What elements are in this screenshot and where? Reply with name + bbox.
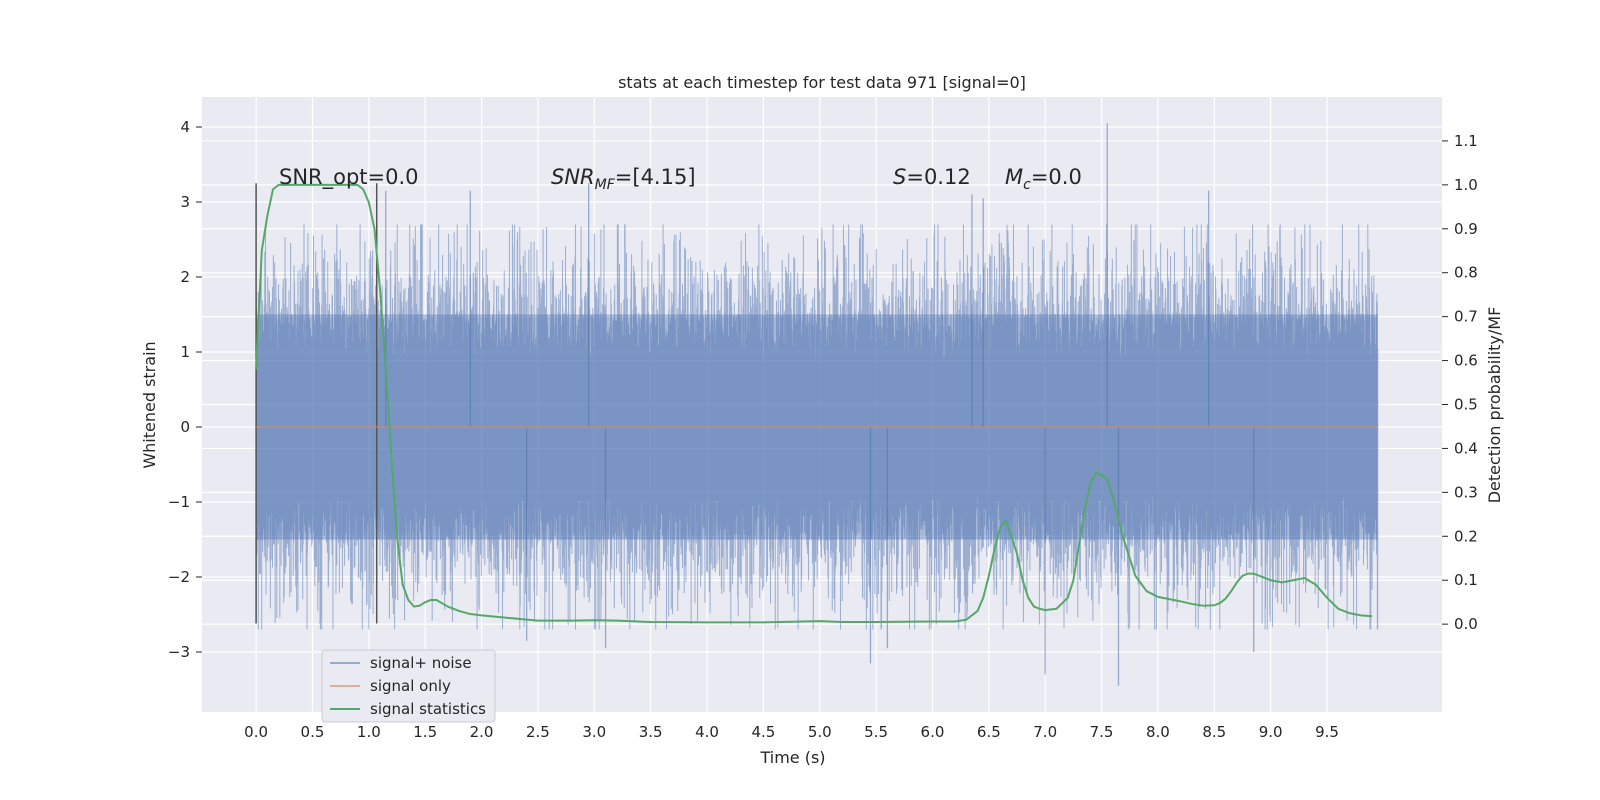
y2-tick-label: 0.2 <box>1454 527 1478 545</box>
y2-tick-label: 0.0 <box>1454 615 1478 633</box>
y2-tick-label: 0.7 <box>1454 308 1478 326</box>
x-tick-label: 0.0 <box>244 723 268 741</box>
legend: signal+ noise signal only signal statist… <box>321 649 496 723</box>
legend-label-signal-noise: signal+ noise <box>370 654 472 672</box>
x-tick-label: 5.5 <box>864 723 888 741</box>
y2-tick-label: 0.3 <box>1454 483 1478 501</box>
y2-tick-label: 0.9 <box>1454 220 1478 238</box>
x-tick-label: 1.0 <box>357 723 381 741</box>
y2-axis-label: Detection probability/MF <box>1485 307 1504 504</box>
x-tick-label: 0.5 <box>301 723 325 741</box>
x-tick-label: 3.5 <box>639 723 663 741</box>
y2-tick-label: 0.6 <box>1454 352 1478 370</box>
annotation-s-label: S <box>893 165 906 189</box>
x-tick-label: 6.5 <box>977 723 1001 741</box>
legend-box <box>321 649 496 723</box>
annotation-mc-value: =0.0 <box>1031 165 1082 189</box>
annotation-mc-base: M <box>1005 165 1023 189</box>
x-tick-label: 5.0 <box>808 723 832 741</box>
y2-tick-label: 0.5 <box>1454 396 1478 414</box>
y2-tick-label: 1.1 <box>1454 132 1478 150</box>
x-tick-labels: 0.0 0.5 1.0 1.5 2.0 2.5 3.0 3.5 4.0 4.5 5.0 5.5 6.0 6… <box>244 723 1339 741</box>
signal-statistics-line <box>255 183 1373 624</box>
annotation-snr-mf-rest: =[4.15] <box>615 165 696 189</box>
annotation-s-value: =0.12 <box>906 165 970 189</box>
y-tick-label: 3 <box>180 193 190 211</box>
y-tick-label: −2 <box>168 568 190 586</box>
y-tick-label: 1 <box>180 343 190 361</box>
legend-label-signal-statistics: signal statistics <box>370 700 486 718</box>
x-tick-label: 2.5 <box>526 723 550 741</box>
y2-tick-label: 0.4 <box>1454 439 1478 457</box>
y2-tick-label: 0.8 <box>1454 264 1478 282</box>
x-tick-label: 7.0 <box>1033 723 1057 741</box>
x-tick-label: 4.5 <box>751 723 775 741</box>
x-tick-label: 8.0 <box>1146 723 1170 741</box>
x-tick-label: 8.5 <box>1202 723 1226 741</box>
x-tick-label: 9.5 <box>1315 723 1339 741</box>
annotation-snr-mf: SNRMF=[4.15] <box>551 165 696 193</box>
x-tick-label: 4.0 <box>695 723 719 741</box>
y-tick-labels: 4 3 2 1 0 −1 −2 −3 <box>168 118 202 661</box>
y-axis-label: Whitened strain <box>140 341 159 468</box>
y2-tick-label: 1.0 <box>1454 176 1478 194</box>
x-tick-label: 7.5 <box>1090 723 1114 741</box>
annotation-snr-opt: SNR_opt=0.0 <box>279 165 419 190</box>
annotation-snr-mf-base: SNR <box>551 165 595 189</box>
y-tick-label: −1 <box>168 493 190 511</box>
legend-label-signal-only: signal only <box>370 677 451 695</box>
y-tick-label: −3 <box>168 643 190 661</box>
y2-tick-labels: 1.1 1.0 0.9 0.8 0.7 0.6 0.5 0.4 0.3 0.2 0.1 0.0 <box>1442 132 1478 633</box>
y2-tick-label: 0.1 <box>1454 571 1478 589</box>
x-tick-label: 1.5 <box>413 723 437 741</box>
x-tick-label: 6.0 <box>921 723 945 741</box>
y-tick-label: 4 <box>180 118 190 136</box>
annotation-snr-mf-sub: MF <box>595 177 616 193</box>
x-tick-label: 2.0 <box>470 723 494 741</box>
annotation-s: S=0.12 <box>893 165 971 189</box>
annotation-mc-sub: c <box>1023 177 1031 193</box>
x-tick-label: 3.0 <box>582 723 606 741</box>
y-tick-label: 0 <box>180 418 190 436</box>
annotation-mc: Mc=0.0 <box>1005 165 1082 193</box>
signal-statistics-series <box>255 183 1373 624</box>
x-axis-label: Time (s) <box>759 748 825 767</box>
x-tick-label: 9.0 <box>1259 723 1283 741</box>
y-tick-label: 2 <box>180 268 190 286</box>
chart-title: stats at each timestep for test data 971… <box>618 73 1026 92</box>
